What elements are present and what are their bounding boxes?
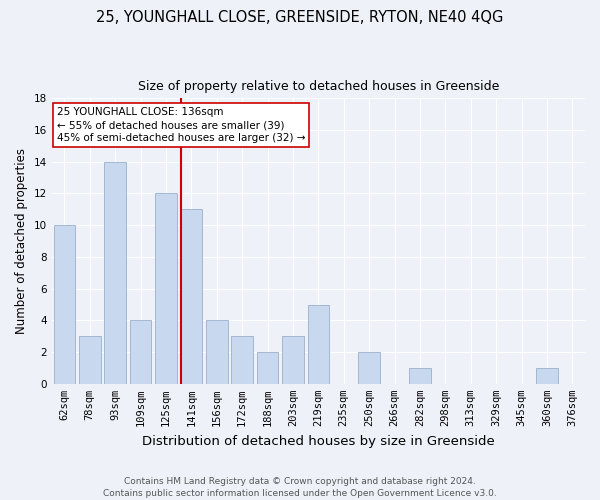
Bar — [257, 352, 278, 384]
Bar — [79, 336, 101, 384]
Bar — [130, 320, 151, 384]
X-axis label: Distribution of detached houses by size in Greenside: Distribution of detached houses by size … — [142, 434, 495, 448]
Bar — [232, 336, 253, 384]
Bar — [282, 336, 304, 384]
Bar — [155, 194, 177, 384]
Y-axis label: Number of detached properties: Number of detached properties — [15, 148, 28, 334]
Bar — [536, 368, 557, 384]
Bar — [409, 368, 431, 384]
Bar — [358, 352, 380, 384]
Bar — [206, 320, 227, 384]
Bar — [308, 304, 329, 384]
Bar — [104, 162, 126, 384]
Title: Size of property relative to detached houses in Greenside: Size of property relative to detached ho… — [137, 80, 499, 93]
Text: 25 YOUNGHALL CLOSE: 136sqm
← 55% of detached houses are smaller (39)
45% of semi: 25 YOUNGHALL CLOSE: 136sqm ← 55% of deta… — [57, 107, 305, 144]
Bar — [53, 225, 75, 384]
Text: 25, YOUNGHALL CLOSE, GREENSIDE, RYTON, NE40 4QG: 25, YOUNGHALL CLOSE, GREENSIDE, RYTON, N… — [97, 10, 503, 25]
Text: Contains HM Land Registry data © Crown copyright and database right 2024.
Contai: Contains HM Land Registry data © Crown c… — [103, 476, 497, 498]
Bar — [181, 210, 202, 384]
